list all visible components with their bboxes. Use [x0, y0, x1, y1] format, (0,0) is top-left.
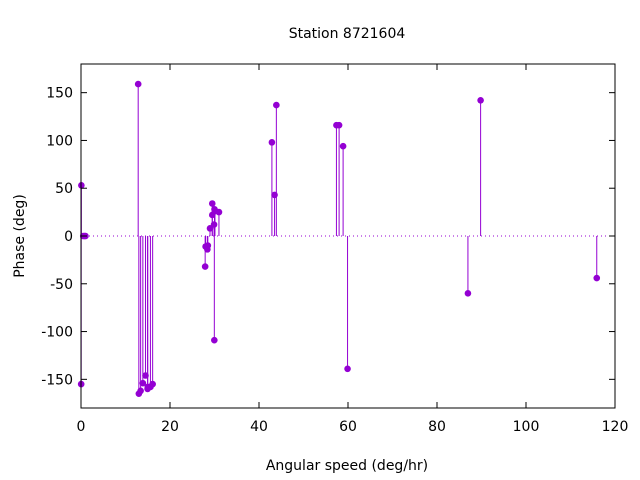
axis-ticks: 0 20 40 60 80 100 120 -150 -100 -50 0 50 100 150	[41, 64, 628, 435]
y-axis-label: Phase (deg)	[12, 194, 28, 278]
x-tick-label: 100	[513, 419, 540, 435]
data-point	[344, 365, 351, 373]
data-point	[477, 97, 484, 104]
data-point	[139, 379, 147, 387]
chart-title: Station 8721604	[289, 26, 406, 42]
data-point	[211, 336, 218, 344]
x-tick-label: 120	[602, 419, 629, 435]
y-tick-label: 0	[64, 229, 73, 245]
x-tick-label: 0	[77, 419, 86, 435]
y-tick-label: 50	[55, 181, 73, 197]
data-point	[593, 274, 601, 282]
x-tick-label: 20	[161, 419, 179, 435]
data-point	[464, 290, 472, 297]
data-point	[268, 139, 276, 146]
data-point	[208, 200, 216, 207]
data-point	[339, 142, 347, 150]
x-axis-label: Angular speed (deg/hr)	[266, 458, 428, 474]
y-tick-label: -150	[41, 372, 73, 388]
y-tick-label: -50	[50, 277, 73, 293]
plot-area	[77, 80, 615, 397]
data-point	[134, 80, 142, 88]
data-point	[137, 387, 144, 395]
data-point	[273, 101, 280, 109]
data-point	[335, 121, 343, 129]
data-point	[149, 380, 156, 388]
data-point	[271, 191, 278, 199]
data-point	[215, 208, 223, 216]
x-tick-label: 40	[250, 419, 268, 435]
x-tick-label: 60	[339, 419, 357, 435]
x-tick-label: 80	[428, 419, 446, 435]
data-point	[201, 263, 209, 270]
y-tick-label: 100	[46, 133, 73, 149]
y-tick-label: 150	[46, 86, 73, 102]
data-point	[204, 242, 212, 249]
y-tick-label: -100	[41, 325, 73, 341]
